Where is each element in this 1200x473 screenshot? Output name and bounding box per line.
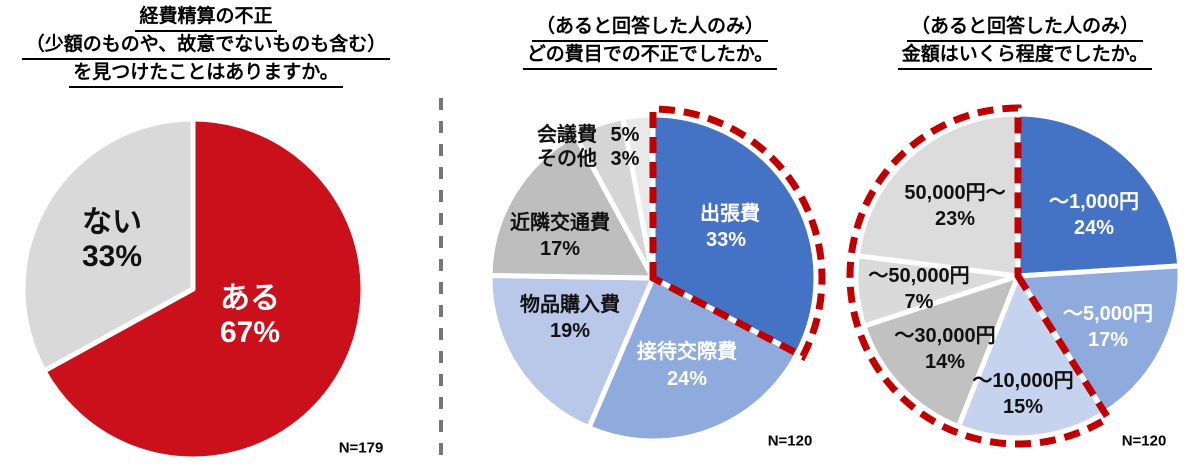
pie-slice-percent-label: 23% bbox=[934, 208, 976, 230]
chart-title-found-fraud: 経費精算の不正 （少額のものや、故意でないものも含む） を見つけたことはあります… bbox=[0, 4, 412, 88]
highlight-dashed-ring bbox=[649, 105, 826, 362]
title-line: を見つけたことはありますか。 bbox=[69, 60, 343, 88]
pie-slice bbox=[487, 132, 656, 281]
pie-slice-name-label: ～1,000円 bbox=[1048, 191, 1140, 213]
chart-title-amount: （あると回答した人のみ） 金額はいくら程度でしたか。 bbox=[830, 14, 1200, 70]
title-line: （あると回答した人のみ） bbox=[906, 14, 1143, 42]
pie-slice-name-label: ～30,000円 bbox=[894, 325, 996, 347]
sample-size-label: N=179 bbox=[338, 439, 384, 457]
pie-slice-name-label: 50,000円～ bbox=[904, 182, 1006, 204]
pie-slice-name-label: ～5,000円 bbox=[1062, 303, 1154, 325]
pie-slice bbox=[1015, 111, 1183, 279]
pie-slice-percent-label: 17% bbox=[1087, 329, 1129, 351]
highlight-dashed-ring bbox=[846, 104, 1113, 448]
pie-slice bbox=[41, 116, 366, 462]
title-line: （少額のものや、故意でないものも含む） bbox=[21, 32, 391, 60]
pie-slice-name-label: ある bbox=[220, 282, 280, 315]
pie-slice-name-label: ～50,000円 bbox=[868, 265, 970, 287]
pie-slice-percent-label: 33% bbox=[705, 229, 747, 251]
pie-slice-name-label: 物品購入費 bbox=[520, 294, 620, 316]
pie-slice bbox=[1015, 263, 1183, 416]
pie-slice-name-label: 出張費 bbox=[700, 203, 760, 225]
pie-slice-percent-label: 14% bbox=[924, 351, 966, 373]
pie-slice-percent-label: 19% bbox=[549, 320, 591, 342]
pie-slice-percent-label: 24% bbox=[1073, 217, 1115, 239]
title-line: （あると回答した人のみ） bbox=[531, 14, 768, 42]
vertical-dashed-divider bbox=[439, 98, 443, 462]
pie-slice bbox=[586, 275, 800, 444]
pie-slice-name-label: 近隣交通費 bbox=[510, 212, 610, 234]
pie-slice-name-label: ない bbox=[82, 206, 142, 239]
pie-slice-name-label: ～10,000円 bbox=[972, 370, 1074, 392]
title-line: 経費精算の不正 bbox=[135, 4, 277, 32]
chart-title-expense-category: （あると回答した人のみ） どの費目での不正でしたか。 bbox=[455, 14, 845, 70]
pie-slice bbox=[487, 272, 656, 431]
pie-slice-percent-label: 17% bbox=[539, 238, 581, 260]
pie-slice-name-label: その他 bbox=[537, 148, 597, 170]
pie-slice bbox=[20, 116, 196, 374]
pie-slice-percent-label: 5% bbox=[610, 124, 640, 146]
pie-slice-percent-label: 3% bbox=[610, 148, 640, 170]
pie-slice-name-label: 会議費 bbox=[537, 124, 597, 146]
pie-slice-percent-label: 15% bbox=[1002, 396, 1044, 418]
title-line: どの費目での不正でしたか。 bbox=[522, 42, 778, 70]
pie-slice-name-label: 接待交際費 bbox=[637, 341, 737, 363]
pie-slice-percent-label: 67% bbox=[219, 316, 281, 349]
pie-slice bbox=[650, 112, 819, 357]
pie-slice bbox=[854, 111, 1021, 279]
pie-slice-percent-label: 24% bbox=[666, 368, 708, 390]
pie-slice-percent-label: 33% bbox=[81, 240, 143, 273]
pie-slice-percent-label: 7% bbox=[904, 291, 934, 313]
sample-size-label: N=120 bbox=[767, 432, 813, 450]
title-line: 金額はいくら程度でしたか。 bbox=[897, 42, 1153, 70]
pie-slice bbox=[955, 273, 1108, 441]
sample-size-label: N=120 bbox=[1121, 432, 1167, 450]
